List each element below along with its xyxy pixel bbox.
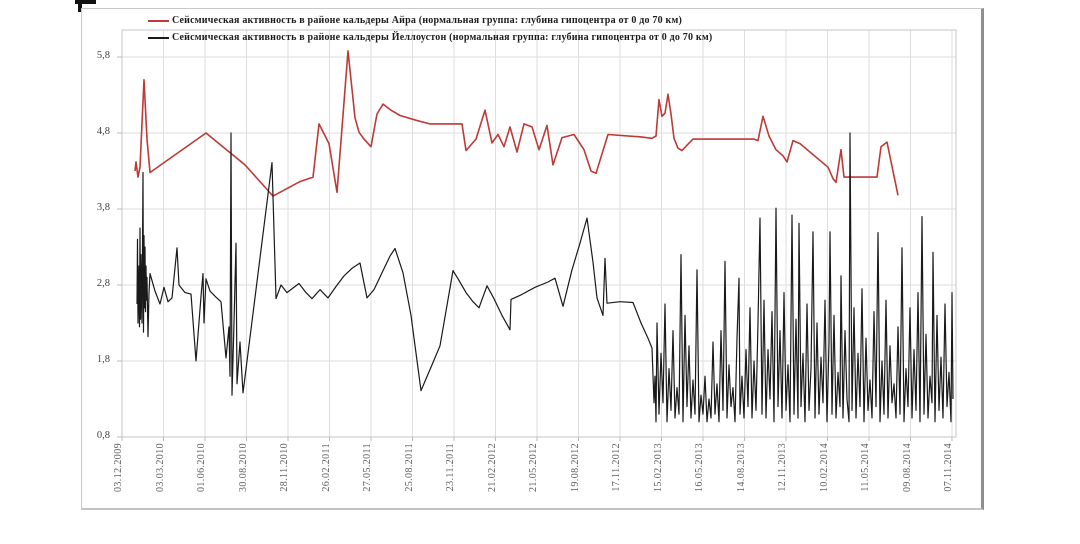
x-tick-label: 01.06.2010 <box>196 443 207 492</box>
axis-ticks <box>117 56 953 441</box>
y-tick-label: 5,8 <box>96 50 110 61</box>
x-tick-label: 15.02.2013 <box>652 443 664 492</box>
series-lines <box>134 50 954 423</box>
series-yellowstone-line <box>136 132 954 423</box>
x-tick-label: 17.11.2012 <box>611 443 622 492</box>
cropped-caption-artifact <box>75 0 96 4</box>
x-tick-label: 27.05.2011 <box>362 443 373 492</box>
plot-border <box>121 29 957 438</box>
legend-label-yellowstone: Сейсмическая активность в районе кальдер… <box>172 32 713 43</box>
x-tick-label: 23.11.2011 <box>445 443 456 492</box>
x-tick-label: 14.08.2013 <box>735 443 747 492</box>
x-tick-label: 25.08.2011 <box>403 443 415 492</box>
legend: Сейсмическая активность в районе кальдер… <box>148 12 712 46</box>
x-tick-label: 12.11.2013 <box>777 443 788 492</box>
series-aira-line <box>134 50 899 197</box>
cropped-caption-artifact <box>78 3 82 12</box>
x-tick-label: 16.05.2013 <box>694 443 705 492</box>
x-tick-label: 21.02.2012 <box>486 443 498 492</box>
x-tick-label: 21.05.2012 <box>528 443 539 492</box>
legend-item-yellowstone: Сейсмическая активность в районе кальдер… <box>148 29 712 46</box>
x-tick-label: 11.05.2014 <box>860 443 871 492</box>
y-tick-label: 2,8 <box>96 278 110 289</box>
aira-line-swatch <box>148 19 169 22</box>
y-tick-label: 1,8 <box>96 354 110 365</box>
x-tick-label: 03.12.2009 <box>113 443 124 492</box>
y-tick-label: 4,8 <box>96 126 110 137</box>
y-tick-label: 0,8 <box>96 430 110 441</box>
x-tick-label: 09.08.2014 <box>901 443 913 492</box>
x-tick-label: 19.08.2012 <box>569 443 581 492</box>
x-tick-label: 28.11.2010 <box>279 443 290 492</box>
legend-label-aira: Сейсмическая активность в районе кальдер… <box>172 15 683 26</box>
x-tick-label: 10.02.2014 <box>818 443 830 492</box>
legend-item-aira: Сейсмическая активность в районе кальдер… <box>148 12 712 29</box>
x-tick-label: 30.08.2010 <box>237 443 249 492</box>
gridlines <box>121 29 957 438</box>
x-tick-label: 26.02.2011 <box>320 443 332 492</box>
y-tick-label: 3,8 <box>96 202 110 213</box>
x-tick-label: 07.11.2014 <box>943 443 954 492</box>
yellowstone-line-swatch <box>148 36 169 39</box>
x-tick-label: 03.03.2010 <box>154 443 166 492</box>
